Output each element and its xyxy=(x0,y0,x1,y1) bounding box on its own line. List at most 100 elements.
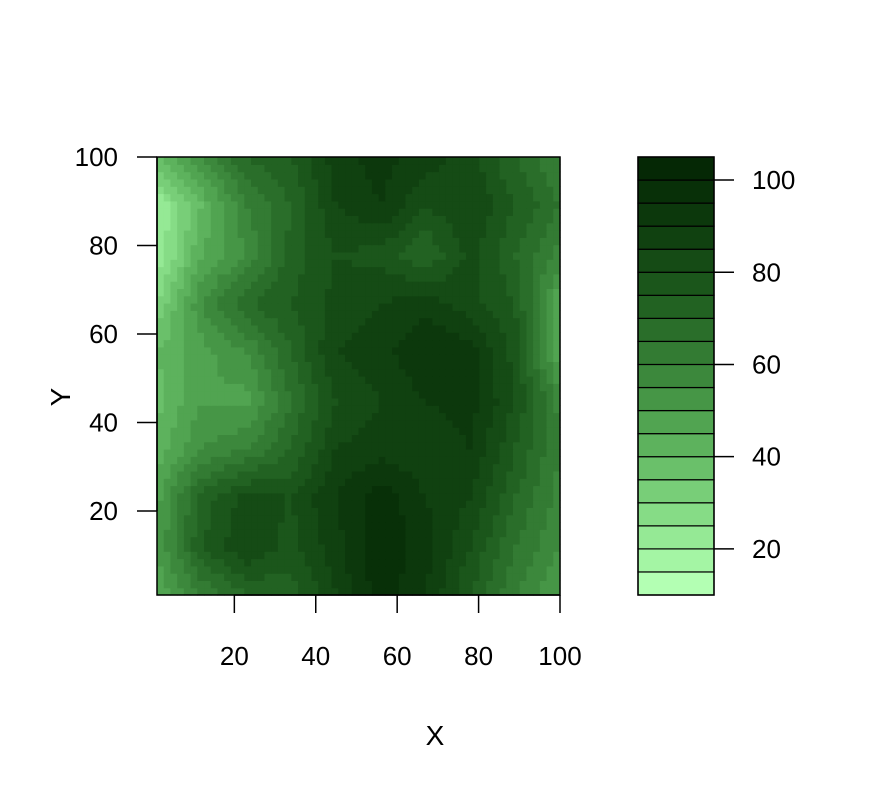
heat-cell xyxy=(472,317,480,326)
heat-cell xyxy=(499,171,507,180)
heat-cell xyxy=(512,390,521,399)
heat-cell xyxy=(499,456,507,465)
heat-cell xyxy=(472,193,480,202)
heat-cell xyxy=(183,222,192,231)
heat-cell xyxy=(210,324,219,333)
heat-cell xyxy=(553,281,561,289)
heat-cell xyxy=(277,354,286,362)
heat-cell xyxy=(392,354,400,362)
heat-cell xyxy=(224,237,232,246)
heat-cell xyxy=(304,573,313,581)
heat-cell xyxy=(257,310,266,319)
heat-cell xyxy=(197,397,205,406)
heat-cell xyxy=(197,405,205,414)
heat-cell xyxy=(392,193,400,202)
heat-cell xyxy=(512,529,521,538)
heat-cell xyxy=(506,507,514,516)
heat-cell xyxy=(237,543,245,552)
heat-cell xyxy=(539,500,548,508)
heat-cell xyxy=(271,346,279,355)
heat-cell xyxy=(210,186,219,195)
heat-cell xyxy=(405,237,413,246)
heat-cell xyxy=(264,310,272,319)
heat-cell xyxy=(465,361,474,370)
heat-cell xyxy=(412,500,420,508)
heat-cell xyxy=(506,200,514,209)
heat-cell xyxy=(170,383,178,392)
heat-cell xyxy=(190,317,198,326)
heat-cell xyxy=(439,485,447,494)
heat-cell xyxy=(345,580,353,589)
heat-cell xyxy=(298,427,306,435)
heat-cell xyxy=(546,230,554,238)
heat-cell xyxy=(324,390,333,399)
heat-cell xyxy=(210,361,219,370)
heat-cell xyxy=(351,259,360,268)
heat-cell xyxy=(479,310,487,319)
heat-cell xyxy=(345,324,353,333)
heat-cell xyxy=(237,157,245,165)
heat-cell xyxy=(277,587,286,596)
heat-cell xyxy=(183,427,192,435)
heat-cell xyxy=(183,412,192,421)
heat-cell xyxy=(351,361,360,370)
heat-cell xyxy=(553,573,561,581)
heat-cell xyxy=(472,449,480,457)
heat-cell xyxy=(398,303,407,311)
heat-cell xyxy=(217,281,225,289)
heat-cell xyxy=(499,514,507,523)
heat-cell xyxy=(398,324,407,333)
heat-cell xyxy=(418,317,427,326)
heat-cell xyxy=(304,434,313,443)
heat-cell xyxy=(479,485,487,494)
heat-cell xyxy=(378,244,386,253)
heat-cell xyxy=(398,237,407,246)
heat-cell xyxy=(298,178,306,187)
heat-cell xyxy=(472,259,480,268)
heat-cell xyxy=(398,157,407,165)
heat-cell xyxy=(277,244,286,253)
heat-cell xyxy=(506,259,514,268)
heat-cell xyxy=(351,324,360,333)
heat-cell xyxy=(264,193,272,202)
legend-swatch xyxy=(637,386,715,412)
heat-cell xyxy=(492,230,501,238)
heat-cell xyxy=(311,419,319,428)
heat-cell xyxy=(385,324,393,333)
heat-cell xyxy=(183,237,192,246)
heat-cell xyxy=(385,405,393,414)
heat-cell xyxy=(371,573,380,581)
heat-cell xyxy=(472,164,480,173)
heat-cell xyxy=(230,251,239,260)
heat-cell xyxy=(465,186,474,195)
heat-cell xyxy=(412,354,420,362)
heat-cell xyxy=(472,573,480,581)
heat-cell xyxy=(183,266,192,275)
heat-cell xyxy=(170,332,178,341)
heat-cell xyxy=(304,339,313,348)
heat-cell xyxy=(298,310,306,319)
heat-cell xyxy=(324,317,333,326)
heat-cell xyxy=(519,208,528,216)
heat-cell xyxy=(244,339,252,348)
heat-cell xyxy=(204,281,212,289)
heat-cell xyxy=(418,266,427,275)
heat-cell xyxy=(553,514,561,523)
heat-cell xyxy=(371,485,380,494)
heat-cell xyxy=(244,251,252,260)
heat-cell xyxy=(304,427,313,435)
heat-cell xyxy=(425,222,433,231)
heat-cell xyxy=(251,215,259,224)
heat-cell xyxy=(405,478,413,487)
heat-cell xyxy=(163,449,172,457)
heat-cell xyxy=(304,441,313,450)
heat-cell xyxy=(217,368,225,377)
heat-cell xyxy=(533,317,541,326)
heat-cell xyxy=(371,376,380,384)
heat-cell xyxy=(479,397,487,406)
heat-cell xyxy=(351,310,360,319)
heat-cell xyxy=(378,376,386,384)
heat-cell xyxy=(418,485,427,494)
heat-cell xyxy=(338,186,346,195)
heat-cell xyxy=(304,354,313,362)
